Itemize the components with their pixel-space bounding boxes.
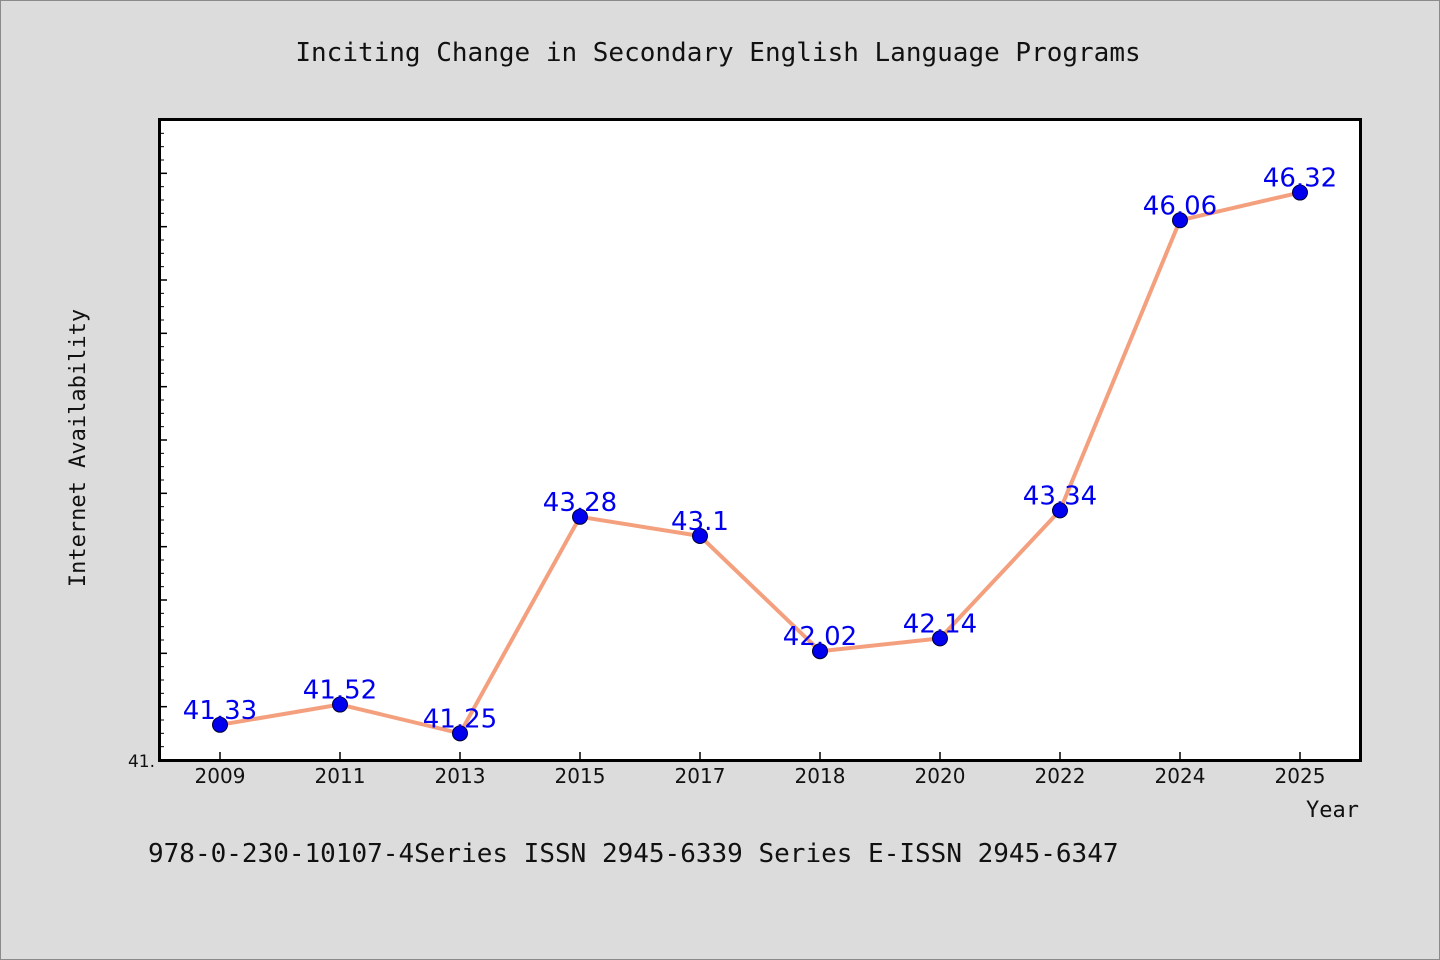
data-point — [452, 725, 468, 742]
data-label: 41.52 — [303, 676, 377, 706]
y-axis-label: Internet Availability — [66, 309, 91, 587]
data-labels: 41.33 41.52 41.25 43.28 43.1 42.02 42.14 43.34 4… — [183, 164, 1337, 735]
data-point — [212, 716, 228, 733]
series-line — [219, 190, 1301, 736]
x-tick-label: 2013 — [435, 764, 486, 788]
x-tick-label: 2020 — [915, 764, 966, 788]
plot-area — [159, 119, 1361, 761]
chart-title: Inciting Change in Secondary English Lan… — [295, 38, 1140, 68]
y-tick-label: 41. — [128, 752, 155, 772]
x-tick-label: 2017 — [675, 764, 726, 788]
x-tick-label: 2025 — [1275, 764, 1326, 788]
x-tick-label: 2009 — [195, 764, 246, 788]
data-point — [1172, 212, 1188, 229]
x-tick-label: 2022 — [1035, 764, 1086, 788]
x-axis-label: Year — [1306, 798, 1359, 823]
data-label: 42.02 — [783, 622, 857, 652]
data-label: 43.1 — [671, 507, 729, 537]
data-label: 41.33 — [183, 696, 257, 726]
x-axis-ticks — [219, 752, 1301, 760]
data-label: 43.34 — [1023, 481, 1097, 511]
x-tick-label: 2011 — [315, 764, 366, 788]
data-label: 46.06 — [1143, 191, 1217, 221]
x-tick-label: 2024 — [1155, 764, 1206, 788]
x-tick-label: 2018 — [795, 764, 846, 788]
data-point — [812, 643, 828, 660]
series-markers — [212, 184, 1308, 742]
x-tick-labels: 2009 2011 2013 2015 2017 2018 2020 2022 2024 2025 — [195, 764, 1326, 788]
footer-isbn-text: 978-0-230-10107-4Series ISSN 2945-6339 S… — [148, 839, 1119, 869]
data-point — [1292, 184, 1308, 201]
data-point — [932, 630, 948, 647]
data-point — [1052, 502, 1068, 519]
data-label: 41.25 — [423, 704, 497, 734]
data-label: 42.14 — [903, 609, 977, 639]
data-point — [332, 696, 348, 713]
data-label: 46.32 — [1263, 164, 1337, 194]
plot-frame — [158, 118, 1362, 762]
data-point — [572, 508, 588, 525]
x-tick-label: 2015 — [555, 764, 606, 788]
data-label: 43.28 — [543, 488, 617, 518]
y-axis-ticks — [160, 119, 167, 761]
data-point — [692, 528, 708, 544]
